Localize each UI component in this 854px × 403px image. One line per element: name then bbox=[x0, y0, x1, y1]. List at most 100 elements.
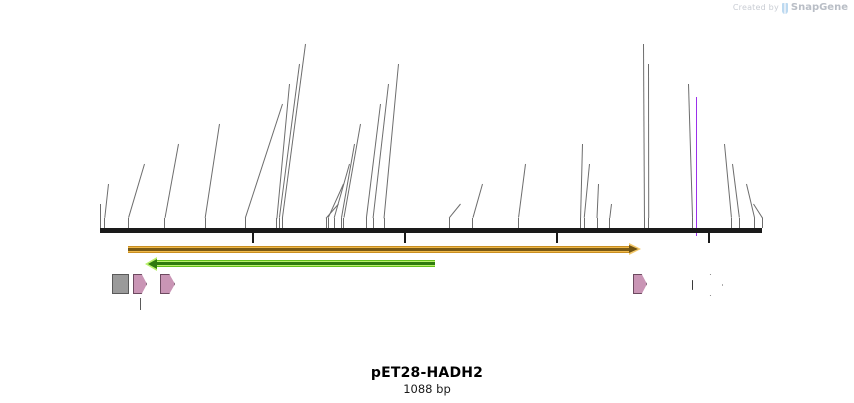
enzyme-label bbox=[587, 175, 594, 187]
ruler-site-tick bbox=[609, 218, 611, 228]
label-leader-line bbox=[688, 83, 694, 219]
ruler-site-tick bbox=[343, 218, 345, 228]
feature-glyph-rbs bbox=[112, 274, 129, 294]
enzyme-label bbox=[278, 75, 285, 87]
ruler-site-tick bbox=[738, 218, 740, 228]
t7-term-leader-line bbox=[695, 97, 698, 236]
ruler-site-tick bbox=[518, 218, 519, 228]
enzyme-label bbox=[133, 155, 140, 167]
enzyme-label bbox=[288, 55, 295, 67]
reverse-feature-arrow bbox=[145, 256, 435, 271]
ruler-site-tick bbox=[383, 218, 385, 228]
snapgene-logo-icon bbox=[781, 3, 788, 14]
sequence-axis-bar bbox=[100, 228, 762, 233]
cds-arrow-core bbox=[128, 248, 630, 251]
ruler-site-tick bbox=[643, 218, 645, 228]
ruler-site-tick bbox=[164, 218, 166, 228]
label-leader-line bbox=[164, 143, 179, 219]
label-leader-line bbox=[472, 183, 483, 219]
ruler-site-tick bbox=[472, 218, 474, 228]
ruler-site-tick bbox=[327, 218, 329, 228]
enzyme-label bbox=[735, 175, 742, 187]
ruler-site-tick bbox=[278, 218, 280, 228]
enzyme-label bbox=[571, 135, 578, 147]
enzyme-label bbox=[387, 55, 394, 67]
ruler-major-tick bbox=[252, 233, 255, 243]
ruler-site-tick bbox=[340, 218, 342, 228]
enzyme-label bbox=[369, 95, 376, 107]
enzyme-label bbox=[677, 75, 684, 87]
watermark-brand: SnapGene bbox=[790, 2, 848, 13]
enzyme-label bbox=[742, 195, 749, 207]
label-leader-line bbox=[104, 183, 109, 219]
label-leader-line bbox=[732, 163, 740, 219]
ruler-site-tick bbox=[333, 218, 335, 228]
label-leader-line bbox=[609, 203, 612, 219]
enzyme-label bbox=[632, 35, 639, 47]
feature-label-t7-term bbox=[697, 95, 704, 107]
enzyme-label bbox=[89, 195, 96, 207]
enzyme-label bbox=[338, 155, 345, 167]
enzyme-label bbox=[271, 95, 278, 107]
enzyme-label bbox=[349, 115, 356, 127]
enzyme-label bbox=[471, 175, 478, 187]
label-leader-line bbox=[596, 183, 599, 219]
feature-glyph-6xhis bbox=[133, 274, 147, 294]
ruler-site-tick bbox=[276, 218, 278, 228]
cds-feature-arrow bbox=[128, 243, 641, 255]
ruler-site-tick bbox=[325, 218, 327, 228]
snapgene-watermark: Created by SnapGene bbox=[733, 2, 848, 14]
enzyme-label bbox=[721, 155, 728, 167]
feature-glyph-thrombin-site bbox=[160, 274, 175, 294]
enzyme-label bbox=[637, 55, 644, 67]
ruler-site-tick bbox=[244, 218, 246, 228]
label-leader-line bbox=[383, 63, 399, 219]
feature-glyph-t7-terminator bbox=[692, 274, 723, 296]
ruler-site-tick bbox=[448, 218, 450, 228]
ruler-site-tick bbox=[372, 218, 374, 228]
ruler-site-tick bbox=[583, 218, 585, 228]
page-title: pET28-HADH2 bbox=[370, 365, 484, 381]
ruler-site-tick bbox=[754, 218, 756, 228]
reverse-arrow-core bbox=[156, 262, 435, 265]
enzyme-label bbox=[600, 195, 607, 207]
label-leader-line bbox=[643, 43, 645, 219]
enzyme-label bbox=[713, 135, 720, 147]
ruler-site-tick bbox=[281, 218, 283, 228]
ruler-site-tick bbox=[692, 218, 694, 228]
ruler-site-tick bbox=[365, 218, 367, 228]
ruler-site-tick bbox=[596, 218, 598, 228]
label-leader-line bbox=[100, 204, 101, 218]
ruler-site-tick bbox=[648, 218, 650, 228]
enzyme-label bbox=[327, 195, 334, 207]
enzyme-label bbox=[167, 135, 174, 147]
plasmid-length: 1088 bp bbox=[403, 382, 451, 396]
ruler-site-tick bbox=[730, 218, 732, 228]
enzyme-label bbox=[578, 155, 585, 167]
ruler-major-tick bbox=[404, 233, 407, 243]
label-leader-line bbox=[128, 163, 145, 219]
label-leader-line bbox=[583, 163, 590, 219]
enzyme-label bbox=[514, 155, 521, 167]
ruler-site-tick bbox=[127, 218, 129, 228]
ruler-site-tick bbox=[762, 218, 763, 228]
reverse-arrow-head-core bbox=[148, 258, 157, 269]
enzyme-label bbox=[332, 175, 339, 187]
ruler-site-tick bbox=[204, 218, 206, 228]
ruler-site-tick bbox=[100, 218, 101, 228]
label-leader-line bbox=[204, 123, 220, 219]
feature-label-connector bbox=[140, 298, 141, 310]
enzyme-label bbox=[294, 35, 301, 47]
enzyme-label bbox=[97, 175, 104, 187]
ruler-site-tick bbox=[104, 218, 106, 228]
ruler-major-tick bbox=[556, 233, 559, 243]
feature-glyph-6xhis bbox=[633, 274, 647, 294]
enzyme-label bbox=[343, 135, 350, 147]
ruler-major-tick bbox=[708, 233, 711, 243]
enzyme-label bbox=[208, 115, 215, 127]
enzyme-label bbox=[449, 195, 456, 207]
enzyme-label bbox=[377, 75, 384, 87]
ruler-site-tick bbox=[580, 218, 582, 228]
label-leader-line bbox=[648, 63, 650, 219]
